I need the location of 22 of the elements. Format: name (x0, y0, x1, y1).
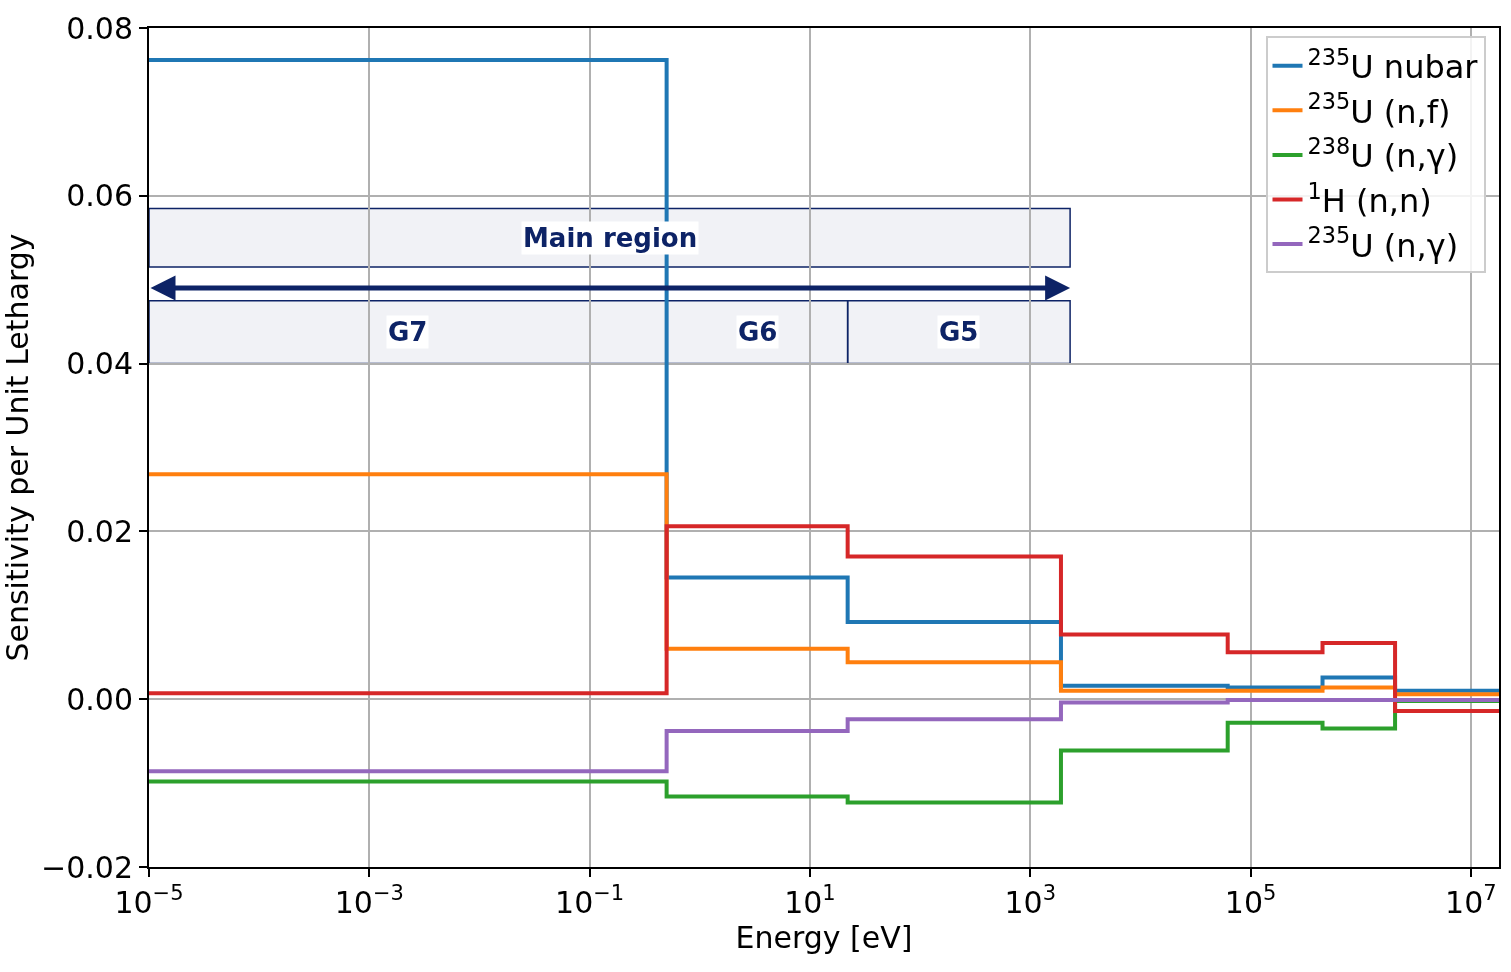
band-label: Main region (523, 223, 698, 253)
legend-label: $^{235}$U (n,γ) (1307, 222, 1459, 265)
y-tick-label: 0.00 (66, 681, 133, 717)
band-label: G5 (939, 317, 979, 347)
y-tick-label: 0.04 (66, 346, 133, 382)
x-tick-label: 10$^{3}$ (1004, 881, 1057, 920)
x-tick-label: 10$^{7}$ (1445, 881, 1497, 920)
band-label: G6 (738, 317, 778, 347)
x-tick-label: 10$^{1}$ (784, 881, 836, 920)
band-label: G7 (388, 317, 428, 347)
x-tick-label: 10$^{5}$ (1224, 881, 1277, 920)
legend-label: $^{1}$H (n,n) (1307, 177, 1432, 220)
legend-label: $^{238}$U (n,γ) (1307, 132, 1459, 176)
y-tick-label: 0.02 (66, 513, 133, 549)
y-axis-title: Sensitivity per Unit Lethargy (0, 233, 35, 662)
x-axis-title: Energy [eV] (735, 920, 913, 955)
x-tick-label: 10$^{−1}$ (555, 881, 625, 920)
x-tick-label: 10$^{−3}$ (334, 881, 404, 920)
legend-label: $^{235}$U nubar (1307, 43, 1479, 87)
y-tick-label: 0.06 (66, 178, 133, 214)
legend-label: $^{235}$U (n,f) (1307, 88, 1451, 131)
y-tick-label: 0.08 (66, 10, 133, 46)
